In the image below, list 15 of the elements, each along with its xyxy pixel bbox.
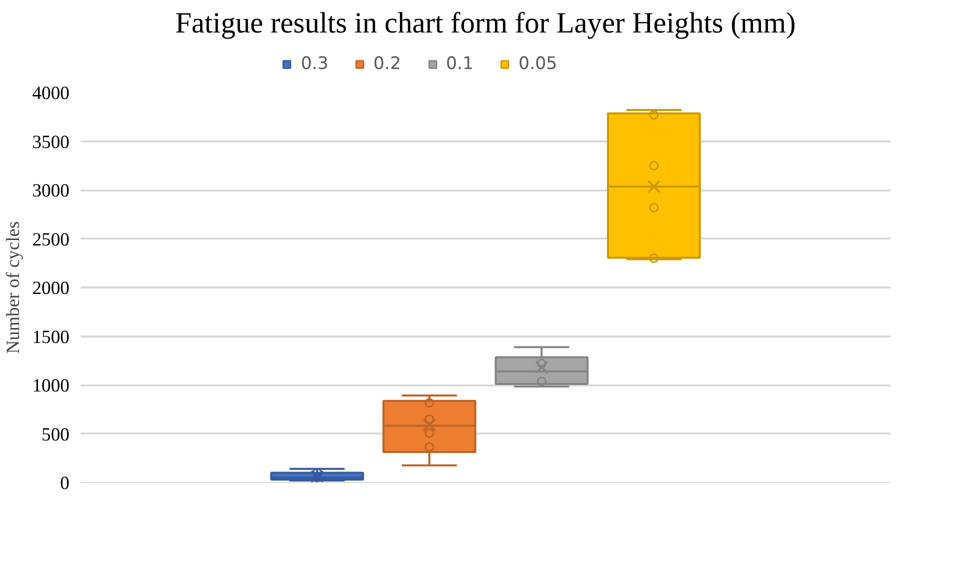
y-tick-label: 2000 xyxy=(32,278,70,299)
chart-title: Fatigue results in chart form for Layer Heights (mm) xyxy=(175,8,796,40)
y-tick-label: 0 xyxy=(60,473,70,494)
legend-label: 0.3 xyxy=(300,54,328,74)
legend-label: 0.05 xyxy=(518,54,558,74)
legend-label: 0.1 xyxy=(446,54,474,74)
y-tick-label: 1500 xyxy=(32,326,70,348)
legend-label: 0.2 xyxy=(373,54,401,74)
y-tick-label: 3500 xyxy=(32,132,70,153)
y-axis-title: Number of cycles xyxy=(3,221,24,354)
y-tick-label: 2500 xyxy=(32,229,70,250)
y-tick-label: 4000 xyxy=(32,83,70,104)
y-tick-label: 3000 xyxy=(32,180,70,202)
y-tick-label: 1000 xyxy=(32,376,70,396)
y-tick-label: 500 xyxy=(42,424,70,446)
